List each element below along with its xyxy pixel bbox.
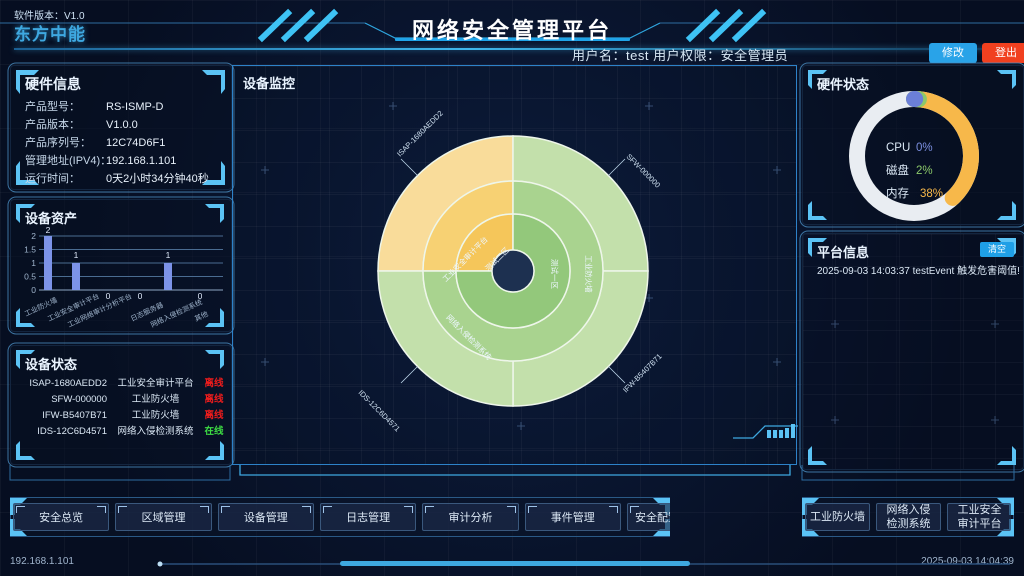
svg-text:0: 0	[138, 291, 143, 301]
svg-text:1: 1	[166, 250, 171, 260]
svg-text:CPU: CPU	[886, 142, 910, 154]
svg-text:38%: 38%	[920, 188, 943, 200]
svg-text:1.5: 1.5	[24, 245, 36, 255]
svg-text:2%: 2%	[916, 165, 933, 177]
svg-text:内存: 内存	[886, 186, 909, 200]
svg-text:2: 2	[46, 225, 51, 235]
svg-text:2: 2	[31, 231, 36, 241]
svg-text:1: 1	[31, 258, 36, 268]
svg-text:工业防火墙: 工业防火墙	[584, 255, 594, 293]
svg-text:磁盘: 磁盘	[886, 163, 909, 177]
svg-text:0%: 0%	[916, 142, 933, 154]
svg-text:1: 1	[74, 250, 79, 260]
svg-text:0: 0	[31, 285, 36, 295]
svg-text:0.5: 0.5	[24, 272, 36, 282]
svg-text:测试一区: 测试一区	[550, 259, 560, 289]
